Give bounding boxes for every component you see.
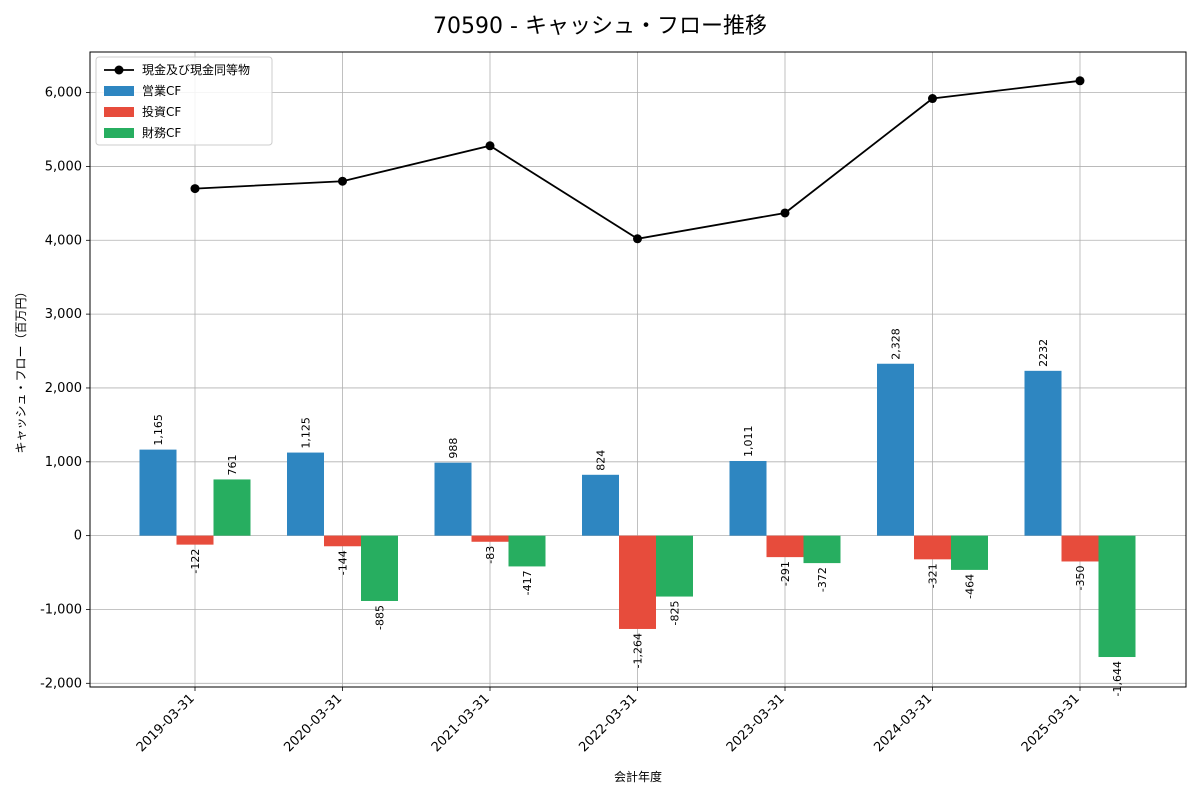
bar-financing: [951, 535, 988, 570]
cash-balance-point: [928, 94, 937, 104]
bar-operating: [139, 449, 177, 536]
chart-title: 70590 - キャッシュ・フロー推移: [433, 14, 767, 39]
y-tick-label: 0: [74, 529, 82, 544]
bar-operating: [434, 462, 472, 536]
cash-balance-point: [485, 141, 495, 151]
cash-balance-point: [780, 208, 790, 218]
bar-value-label: 1,011: [742, 425, 755, 457]
bar-investing: [766, 535, 804, 558]
x-tick-label: 2024-03-31: [871, 691, 935, 755]
y-axis-label: キャッシュ・フロー（百万円）: [14, 285, 28, 453]
cash-balance-point: [1075, 76, 1085, 86]
bar-operating: [1024, 370, 1062, 536]
cash-balance-point: [338, 176, 347, 186]
bar-investing: [914, 535, 951, 560]
bar-value-label: 1,125: [300, 417, 313, 449]
x-tick-label: 2019-03-31: [134, 691, 198, 755]
legend-label: 現金及び現金同等物: [142, 62, 250, 77]
bar-investing: [324, 535, 361, 547]
x-axis-label: 会計年度: [614, 769, 662, 784]
bar-value-label: -291: [779, 561, 792, 586]
x-tick-label: 2023-03-31: [724, 691, 788, 755]
legend-marker: [114, 65, 124, 75]
legend-box: [95, 56, 273, 146]
legend-label: 営業CF: [142, 84, 181, 98]
bar-investing: [176, 535, 214, 545]
cash-balance-point: [190, 184, 200, 194]
legend-bar-swatch: [104, 107, 134, 117]
bar-value-label: -825: [669, 601, 682, 626]
bar-financing: [213, 479, 251, 536]
bar-value-label: -1,644: [1111, 661, 1124, 696]
bar-value-label: 824: [595, 450, 608, 471]
bar-financing: [803, 535, 841, 564]
y-tick-label: 4,000: [45, 233, 82, 248]
bar-value-label: 2232: [1037, 339, 1050, 367]
x-tick-label: 2020-03-31: [281, 691, 345, 755]
bar-investing: [471, 535, 509, 542]
bar-financing: [1098, 535, 1136, 658]
y-tick-label: 3,000: [45, 307, 82, 322]
y-tick-label: 6,000: [45, 86, 82, 101]
x-tick-label: 2021-03-31: [429, 691, 493, 755]
y-tick-label: 1,000: [45, 455, 82, 470]
bar-value-label: -83: [484, 546, 497, 564]
bar-investing: [1061, 535, 1099, 562]
bar-value-label: 761: [226, 454, 239, 475]
bar-value-label: -885: [374, 605, 387, 630]
y-tick-label: -2,000: [40, 676, 82, 691]
bar-operating: [729, 460, 767, 536]
y-tick-label: -1,000: [40, 602, 82, 617]
bar-value-label: -144: [337, 550, 350, 575]
bar-value-label: -417: [521, 570, 534, 595]
bar-value-label: -122: [189, 549, 202, 574]
plot-frame: [89, 51, 1187, 688]
cash-balance-point: [633, 234, 642, 244]
bar-financing: [361, 535, 398, 601]
x-tick-label: 2025-03-31: [1019, 691, 1083, 755]
bar-value-label: -321: [927, 563, 940, 588]
bar-operating: [582, 474, 619, 536]
bar-value-label: 988: [447, 438, 460, 459]
y-tick-label: 2,000: [45, 381, 82, 396]
x-tick-label: 2022-03-31: [576, 691, 640, 755]
bar-financing: [508, 535, 546, 567]
bar-value-label: -350: [1074, 565, 1087, 590]
legend-bar-swatch: [104, 86, 134, 96]
y-tick-label: 5,000: [45, 159, 82, 174]
legend-label: 財務CF: [142, 125, 181, 140]
bar-financing: [656, 535, 693, 597]
bar-value-label: -1,264: [632, 633, 645, 668]
bar-investing: [619, 535, 656, 629]
legend-bar-swatch: [104, 128, 134, 138]
bar-value-label: -372: [816, 567, 829, 592]
bar-value-label: 1,165: [152, 414, 165, 446]
legend-label: 投資CF: [142, 104, 181, 119]
bar-value-label: 2,328: [890, 328, 903, 360]
bar-operating: [287, 452, 324, 536]
bar-value-label: -464: [964, 574, 977, 599]
bar-operating: [877, 363, 914, 536]
